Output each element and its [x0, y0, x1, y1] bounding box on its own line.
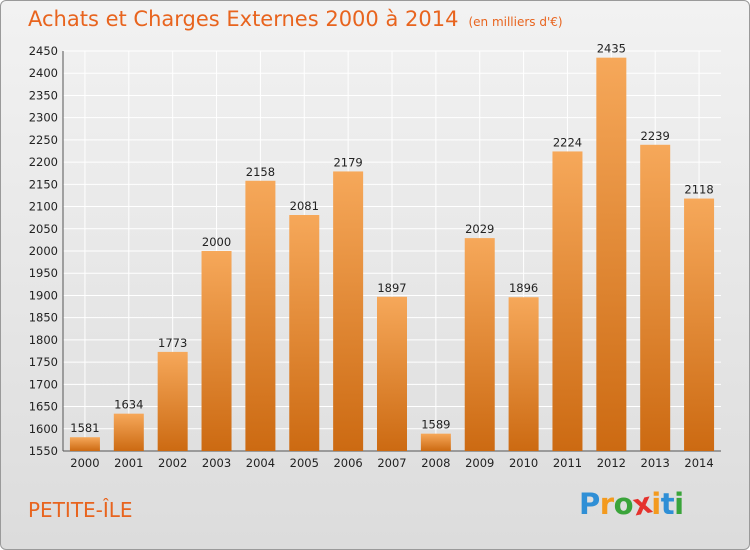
x-tick-label: 2013	[641, 456, 670, 470]
y-tick-label: 2000	[29, 244, 58, 258]
place-name: PETITE-ÎLE	[28, 498, 133, 522]
data-label: 2000	[202, 235, 231, 249]
data-label: 2239	[641, 129, 670, 143]
x-tick-label: 2005	[290, 456, 319, 470]
bar-2012	[596, 57, 627, 452]
bar-2009	[464, 238, 495, 451]
brand-letter: r	[599, 487, 614, 521]
data-label: 1581	[70, 421, 99, 435]
x-tick-label: 2006	[333, 456, 362, 470]
data-label: 1897	[377, 281, 406, 295]
x-tick-label: 2014	[684, 456, 713, 470]
bar-2000	[69, 437, 100, 451]
data-label: 2435	[597, 42, 626, 56]
bar-2013	[640, 144, 671, 451]
y-tick-label: 2400	[29, 66, 58, 80]
data-label: 1634	[114, 398, 143, 412]
data-label: 1896	[509, 281, 538, 295]
y-tick-label: 1600	[29, 422, 58, 436]
bar-2002	[157, 351, 188, 451]
data-label: 1773	[158, 336, 187, 350]
y-tick-label: 1550	[29, 444, 58, 458]
x-tick-label: 2003	[202, 456, 231, 470]
bar-2008	[420, 433, 451, 451]
chart-title-text: Achats et Charges Externes 2000 à 2014	[28, 7, 459, 31]
bar-2011	[552, 151, 583, 451]
bar-2003	[201, 251, 232, 451]
y-tick-label: 2150	[29, 177, 58, 191]
y-tick-label: 1850	[29, 311, 58, 325]
data-label: 2029	[465, 222, 494, 236]
data-label: 2179	[333, 155, 362, 169]
bar-2005	[289, 215, 320, 451]
y-tick-label: 1750	[29, 355, 58, 369]
bars	[69, 57, 715, 452]
y-tick-label: 1700	[29, 377, 58, 391]
brand-letter: P	[579, 487, 600, 521]
brand-letter: i	[651, 487, 661, 521]
brand-logo: Proxiti	[579, 485, 684, 522]
brand-letter: t	[660, 487, 675, 521]
y-tick-label: 2350	[29, 88, 58, 102]
x-tick-label: 2009	[465, 456, 494, 470]
brand-letter: o	[613, 487, 634, 521]
x-tick-label: 2000	[70, 456, 99, 470]
data-label: 1589	[421, 418, 450, 432]
bar-2014	[684, 198, 715, 451]
x-tick-label: 2010	[509, 456, 538, 470]
bar-2006	[333, 171, 364, 451]
x-tick-label: 2008	[421, 456, 450, 470]
y-tick-label: 2200	[29, 155, 58, 169]
data-label: 2224	[553, 135, 582, 149]
bar-2007	[377, 296, 407, 451]
data-label: 2081	[290, 199, 319, 213]
y-tick-label: 2250	[29, 133, 58, 147]
bar-2010	[508, 297, 539, 451]
x-tick-label: 2012	[597, 456, 626, 470]
data-labels: 1581 1634 1773 2000 2158 2081 2179 1897 1589 2029…	[70, 42, 713, 436]
bar-2004	[245, 180, 276, 451]
y-tick-label: 1650	[29, 400, 58, 414]
brand-letter: i	[674, 487, 684, 521]
y-tick-label: 1800	[29, 333, 58, 347]
x-tick-labels: 2000 2001 2002 2003 2004 2005 2006 2007 2008 2009…	[70, 456, 713, 470]
chart-unit: (en milliers d'€)	[468, 15, 563, 29]
x-tick-label: 2011	[553, 456, 582, 470]
data-label: 2118	[684, 183, 713, 197]
x-tick-label: 2007	[377, 456, 406, 470]
bar-2001	[113, 413, 144, 451]
x-tick-label: 2001	[114, 456, 143, 470]
y-tick-label: 2100	[29, 200, 58, 214]
y-tick-label: 2050	[29, 222, 58, 236]
y-tick-labels: 1550 1600 1650 1700 1750 1800 1850 1900 1950 2000…	[29, 44, 58, 458]
y-tick-label: 2300	[29, 111, 58, 125]
y-tick-label: 1900	[29, 288, 58, 302]
y-tick-label: 2450	[29, 44, 58, 58]
y-tick-label: 1950	[29, 266, 58, 280]
x-tick-label: 2002	[158, 456, 187, 470]
data-label: 2158	[246, 165, 275, 179]
chart-title: Achats et Charges Externes 2000 à 2014 (e…	[28, 7, 563, 31]
x-tick-label: 2004	[246, 456, 275, 470]
